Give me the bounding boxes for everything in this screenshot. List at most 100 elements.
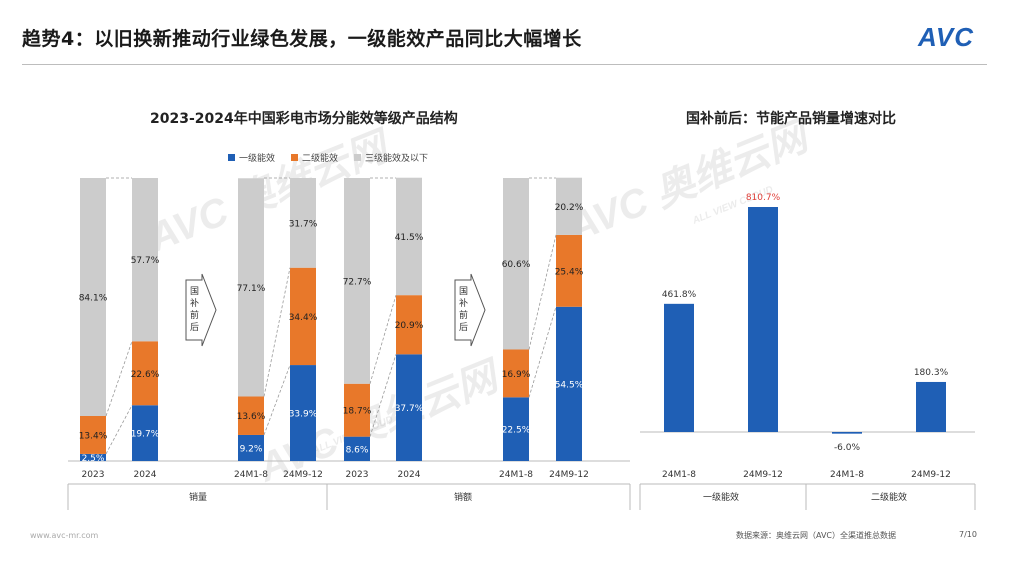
x-tick-label: 24M1-8 bbox=[830, 470, 864, 480]
data-label-level2: 22.6% bbox=[131, 370, 160, 380]
arrow-icon bbox=[454, 273, 486, 347]
data-label-level3: 20.2% bbox=[555, 203, 584, 213]
x-tick-label: 24M9-12 bbox=[283, 470, 323, 480]
connector-line bbox=[369, 354, 397, 437]
arrow-label-char: 前 bbox=[190, 309, 199, 321]
bar-销额-24M9-12-level2 bbox=[556, 234, 582, 307]
arrow-label-char: 补 bbox=[459, 297, 468, 309]
growth-chart-title: 国补前后：节能产品销量增速对比 bbox=[686, 111, 896, 127]
connector-line bbox=[528, 234, 557, 350]
data-label-level1: 8.6% bbox=[346, 445, 369, 455]
bar-销额-24M9-12-level3 bbox=[556, 177, 582, 235]
footer-source: 数据来源：奥维云网（AVC）全渠道推总数据 bbox=[736, 531, 897, 540]
growth-bar-一级能效-24M1-8 bbox=[664, 303, 694, 432]
bar-销量-2024-level1 bbox=[132, 405, 158, 461]
growth-bar-二级能效-24M9-12 bbox=[916, 381, 946, 432]
data-label-level1: 2.5% bbox=[82, 454, 105, 464]
legend-swatch-level3 bbox=[354, 154, 362, 161]
connector-line bbox=[263, 364, 291, 436]
legend-label-level1: 一级能效 bbox=[239, 154, 276, 164]
data-label-level1: 19.7% bbox=[131, 430, 160, 440]
stacked-chart-title: 2023-2024年中国彩电市场分能效等级产品结构 bbox=[150, 111, 458, 127]
bar-销额-24M1-8-level2 bbox=[503, 349, 529, 398]
data-label-level3: 77.1% bbox=[237, 284, 266, 294]
growth-group-label-1: 二级能效 bbox=[871, 491, 907, 503]
growth-data-label: 180.3% bbox=[914, 368, 949, 378]
growth-data-label: 461.8% bbox=[662, 290, 697, 300]
growth-group-label-0: 一级能效 bbox=[703, 491, 739, 503]
arrow-icon bbox=[185, 273, 217, 347]
bar-销量-24M9-12-level2 bbox=[290, 267, 316, 366]
connector-line bbox=[105, 405, 133, 455]
bar-销量-2023-level2 bbox=[80, 416, 106, 454]
bar-销额-2024-level1 bbox=[396, 354, 422, 461]
x-tick-label: 2023 bbox=[82, 470, 105, 480]
legend-swatch-level1 bbox=[228, 154, 235, 161]
x-tick-label: 24M1-8 bbox=[499, 470, 533, 480]
growth-data-label: 810.7% bbox=[746, 193, 781, 203]
x-tick-label: 2024 bbox=[134, 470, 157, 480]
bar-销额-2023-level3 bbox=[344, 178, 370, 384]
legend-swatch-level2 bbox=[291, 154, 299, 161]
bar-销量-24M1-8-level1 bbox=[238, 434, 264, 461]
x-tick-label: 24M9-12 bbox=[549, 470, 589, 480]
bar-销额-2023-level2 bbox=[344, 383, 370, 437]
arrow-label-char: 前 bbox=[459, 309, 468, 321]
bar-销量-2024-level3 bbox=[132, 178, 158, 342]
x-tick-label: 2024 bbox=[398, 470, 421, 480]
data-label-level2: 13.4% bbox=[79, 431, 108, 441]
data-label-level3: 84.1% bbox=[79, 294, 108, 304]
data-label-level1: 22.5% bbox=[502, 426, 531, 436]
data-label-level3: 72.7% bbox=[343, 277, 372, 287]
x-tick-label: 24M1-8 bbox=[662, 470, 696, 480]
x-tick-label: 2023 bbox=[346, 470, 369, 480]
footer-website: www.avc-mr.com bbox=[30, 531, 99, 540]
legend-item-level3: 三级能效及以下 bbox=[354, 151, 428, 164]
data-label-level2: 34.4% bbox=[289, 313, 318, 323]
bar-销量-24M1-8-level3 bbox=[238, 178, 264, 397]
bar-销额-2024-level3 bbox=[396, 177, 422, 296]
data-label-level2: 20.9% bbox=[395, 321, 424, 331]
data-label-level2: 13.6% bbox=[237, 412, 266, 422]
bar-销额-24M1-8-level3 bbox=[503, 178, 529, 350]
arrow-label-char: 补 bbox=[190, 297, 199, 309]
arrow-label-char: 后 bbox=[459, 322, 468, 333]
data-label-level1: 9.2% bbox=[240, 444, 263, 454]
chart-legend: 一级能效 二级能效 三级能效及以下 bbox=[228, 151, 428, 164]
data-label-level2: 18.7% bbox=[343, 407, 372, 417]
connector-line bbox=[369, 295, 397, 384]
legend-label-level2: 二级能效 bbox=[302, 154, 339, 164]
bar-销额-24M9-12-level1 bbox=[556, 306, 582, 461]
bar-销额-2023-level1 bbox=[344, 436, 370, 461]
bar-销量-2023-level1 bbox=[80, 453, 106, 461]
connector-line bbox=[528, 306, 557, 398]
bar-销量-2024-level2 bbox=[132, 341, 158, 406]
bar-销量-24M9-12-level1 bbox=[290, 365, 316, 461]
data-label-level1: 54.5% bbox=[555, 380, 584, 390]
arrow-label-char: 国 bbox=[190, 286, 199, 297]
avc-logo: AVC bbox=[918, 22, 974, 52]
arrow-label-char: 后 bbox=[190, 322, 199, 333]
data-label-level2: 25.4% bbox=[555, 267, 584, 277]
data-label-level1: 33.9% bbox=[289, 410, 318, 420]
bar-销量-2023-level3 bbox=[80, 178, 106, 417]
connector-line bbox=[263, 267, 291, 397]
x-tick-label: 24M9-12 bbox=[911, 470, 951, 480]
data-label-level3: 41.5% bbox=[395, 233, 424, 243]
legend-label-level3: 三级能效及以下 bbox=[365, 154, 429, 164]
x-tick-label: 24M1-8 bbox=[234, 470, 268, 480]
legend-item-level2: 二级能效 bbox=[291, 151, 338, 164]
data-label-level3: 60.6% bbox=[502, 260, 531, 270]
page-number: 7/10 bbox=[959, 530, 977, 539]
slide-title: 趋势4：以旧换新推动行业绿色发展，一级能效产品同比大幅增长 bbox=[22, 28, 582, 50]
group-label-1: 销额 bbox=[454, 491, 472, 503]
legend-item-level1: 一级能效 bbox=[228, 151, 275, 164]
x-tick-label: 24M9-12 bbox=[743, 470, 783, 480]
bar-销量-24M9-12-level3 bbox=[290, 178, 316, 268]
group-label-0: 销量 bbox=[189, 491, 207, 503]
data-label-level2: 16.9% bbox=[502, 370, 531, 380]
bar-销额-24M1-8-level1 bbox=[503, 397, 529, 461]
growth-bar-二级能效-24M1-8 bbox=[832, 432, 862, 434]
growth-bar-一级能效-24M9-12 bbox=[748, 207, 778, 432]
